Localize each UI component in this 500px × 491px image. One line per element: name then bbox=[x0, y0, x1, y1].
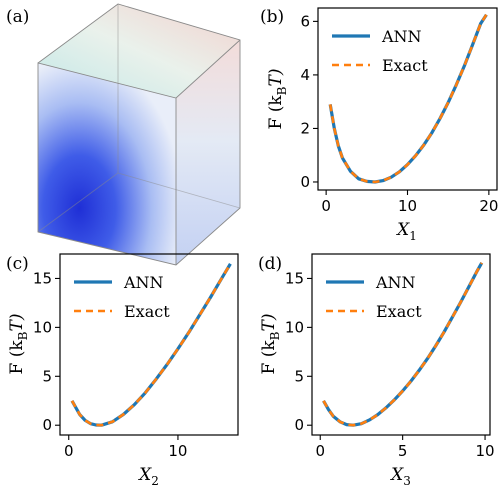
y-axis-title-tail: T) bbox=[7, 314, 27, 332]
y-axis-title: F (kBT) bbox=[7, 314, 30, 375]
x-tick-label: 0 bbox=[321, 197, 331, 215]
x-tick-label: 0 bbox=[64, 442, 74, 460]
x-tick-label: 20 bbox=[479, 197, 498, 215]
y-axis-title-sub: B bbox=[16, 331, 30, 340]
panel-c: (c) 0 10 0 5 10 15 ANN Exact X2 F (kBT) bbox=[6, 253, 239, 488]
y-axis-title-tail: T) bbox=[259, 314, 279, 332]
x-tick-label: 10 bbox=[168, 442, 187, 460]
y-tick-label: 5 bbox=[42, 367, 52, 385]
y-tick-label: 4 bbox=[300, 66, 310, 84]
y-tick-label: 0 bbox=[294, 416, 304, 434]
y-axis-title-sub: B bbox=[275, 86, 289, 95]
series-line-ann bbox=[70, 262, 232, 427]
legend-label-exact: Exact bbox=[382, 56, 428, 75]
y-tick-label: 0 bbox=[300, 173, 310, 191]
x-axis-title: X3 bbox=[389, 465, 411, 488]
panel-a: (a) bbox=[6, 3, 241, 266]
x-axis-title: X2 bbox=[137, 465, 159, 488]
plot-frame bbox=[311, 253, 491, 436]
y-axis-title-main: F (k bbox=[7, 340, 27, 375]
y-tick-label: 15 bbox=[285, 269, 304, 287]
x-axis-title-sub: 2 bbox=[151, 474, 159, 488]
panel-label-c: (c) bbox=[6, 254, 29, 274]
y-axis-title-main: F (k bbox=[259, 340, 279, 375]
legend-label-ann: ANN bbox=[375, 273, 416, 292]
y-axis-title: F (kBT) bbox=[266, 69, 289, 130]
cube-edges bbox=[37, 3, 241, 266]
x-axis-title-sub: 1 bbox=[409, 229, 417, 243]
y-tick-label: 2 bbox=[300, 119, 310, 137]
y-axis-title-main: F (k bbox=[266, 95, 286, 130]
cube-right-face bbox=[176, 40, 240, 265]
panel-label-a: (a) bbox=[6, 7, 29, 27]
x-axis-title-main: X bbox=[137, 465, 152, 485]
panel-d: (d) 0 5 10 0 5 10 15 ANN Exact X3 F (kBT) bbox=[258, 253, 495, 488]
legend-label-ann: ANN bbox=[123, 273, 164, 292]
y-tick-label: 10 bbox=[33, 318, 52, 336]
legend-label-ann: ANN bbox=[381, 27, 422, 46]
y-tick-label: 15 bbox=[33, 269, 52, 287]
panel-label-d: (d) bbox=[258, 254, 282, 274]
x-axis-title-main: X bbox=[389, 465, 404, 485]
series-line-exact bbox=[328, 13, 488, 184]
series-line-exact bbox=[322, 262, 483, 427]
y-axis-title-sub: B bbox=[268, 331, 282, 340]
x-tick-label: 10 bbox=[398, 197, 417, 215]
y-axis-title: F (kBT) bbox=[259, 314, 282, 375]
cube-top-face bbox=[38, 4, 240, 98]
x-tick-label: 10 bbox=[476, 442, 495, 460]
y-tick-label: 5 bbox=[294, 367, 304, 385]
legend-label-exact: Exact bbox=[124, 302, 170, 321]
cube-front-face bbox=[38, 63, 176, 265]
x-tick-label: 5 bbox=[398, 442, 408, 460]
volume-cube bbox=[37, 3, 241, 266]
legend-label-exact: Exact bbox=[376, 302, 422, 321]
x-axis-title-main: X bbox=[395, 220, 410, 240]
x-tick-label: 0 bbox=[315, 442, 325, 460]
y-tick-label: 6 bbox=[300, 12, 310, 30]
x-axis-title: X1 bbox=[395, 220, 417, 243]
y-tick-label: 10 bbox=[285, 318, 304, 336]
y-axis-title-tail: T) bbox=[266, 69, 286, 87]
x-axis-title-sub: 3 bbox=[403, 474, 411, 488]
plot-frame bbox=[59, 253, 239, 436]
panel-b: (b) 0 10 20 0 2 4 6 ANN Exact X1 F (kBT) bbox=[260, 7, 498, 243]
y-tick-label: 0 bbox=[42, 416, 52, 434]
panel-label-b: (b) bbox=[260, 7, 284, 27]
